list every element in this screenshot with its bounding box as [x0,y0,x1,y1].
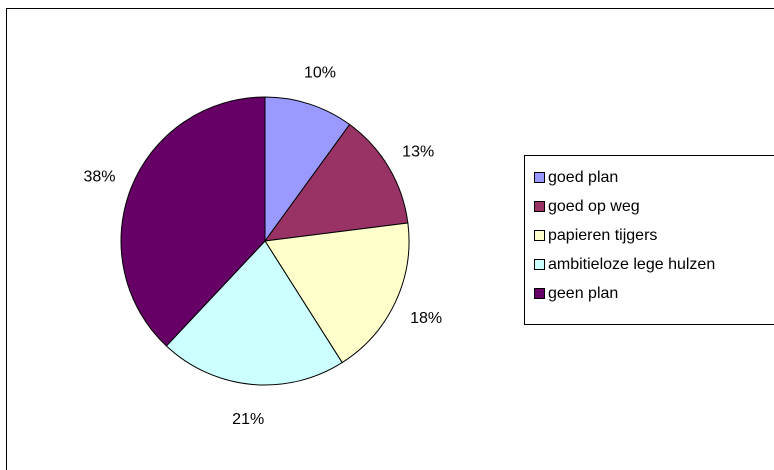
legend-swatch [534,172,545,183]
pie-slice-goed-op-weg [263,123,409,242]
pie-slice-goed-plan [264,96,351,243]
legend-swatch [534,259,545,270]
pie-slice-ambitieloze-lege-hulzen [165,240,343,386]
legend-label: ambitieloze lege hulzen [548,255,716,273]
pie-slice-geen-plan [120,96,266,347]
data-label-goed-op-weg: 13% [402,143,434,160]
legend-item-ambitieloze-lege-hulzen: ambitieloze lege hulzen [525,250,774,279]
legend-swatch [534,288,545,299]
legend-swatch [534,201,545,212]
legend-item-goed-plan: goed plan [525,163,774,192]
legend-item-papieren-tijgers: papieren tijgers [525,221,774,250]
data-label-ambitieloze-lege-hulzen: 21% [232,411,264,428]
legend-label: geen plan [548,284,619,302]
legend-label: goed plan [548,168,619,186]
data-label-goed-plan: 10% [304,65,336,82]
legend-label: goed op weg [548,197,640,215]
legend-swatch [534,230,545,241]
pie-slice-papieren-tijgers [264,222,410,364]
legend-label: papieren tijgers [548,226,658,244]
pie-labels: 10% 13% 18% 21% 38% [83,65,442,429]
data-label-papieren-tijgers: 18% [410,310,442,327]
legend: goed plan goed op weg papieren tijgers a… [524,155,774,325]
legend-item-geen-plan: geen plan [525,279,774,308]
legend-item-goed-op-weg: goed op weg [525,192,774,221]
pie-slices [120,96,410,386]
data-label-geen-plan: 38% [83,169,115,186]
